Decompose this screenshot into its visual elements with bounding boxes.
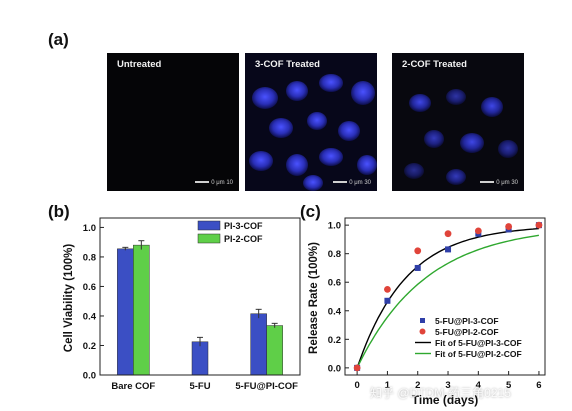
bar (250, 313, 267, 376)
data-point (474, 227, 482, 235)
legend-marker (419, 328, 426, 335)
y-tick-label: 0.0 (328, 363, 341, 374)
bar (266, 325, 283, 376)
y-tick-label: 0.4 (328, 306, 342, 317)
x-tick-label: 6 (536, 380, 541, 391)
y-tick-label: 1.0 (328, 221, 341, 232)
legend: PI-3-COF PI-2-COF (197, 220, 263, 244)
y-tick-label: 1.0 (83, 223, 96, 234)
legend-label: PI-2-COF (224, 234, 263, 244)
legend-label: PI-3-COF (224, 221, 263, 231)
x-tick-label: 5 (506, 380, 512, 391)
data-point (414, 264, 421, 271)
cell-nuclei-image (404, 89, 518, 185)
data-point (445, 246, 452, 253)
data-point (384, 285, 391, 293)
legend-label: 5-FU@PI-3-COF (435, 316, 499, 326)
y-tick-label: 0.8 (83, 252, 96, 263)
micrograph-caption: 3-COF Treated (255, 59, 320, 70)
micrograph-untreated: Untreated 0 μm 10 (107, 53, 239, 191)
y-tick-label: 0.8 (328, 249, 341, 260)
bar (191, 341, 209, 376)
x-tick-label: 0 (354, 380, 359, 391)
x-tick-label: 1 (385, 380, 391, 391)
y-tick-label: 0.6 (328, 278, 341, 289)
x-tick-label: 5-FU@PI-COF (235, 381, 298, 392)
y-tick-label: 0.2 (83, 341, 96, 352)
panel-label-b: (b) (48, 202, 70, 221)
legend-marker (420, 318, 425, 323)
scale-bar: 0 μm 30 (333, 180, 371, 186)
micrograph-caption: 2-COF Treated (402, 59, 467, 70)
legend-swatch (197, 233, 221, 244)
x-axis: Bare COF 5-FU 5-FU@PI-COF (111, 381, 298, 392)
y-axis: 0.0 0.2 0.4 0.6 0.8 1.0 (83, 223, 104, 382)
legend-label: Fit of 5-FU@PI-3-COF (435, 338, 522, 348)
y-tick-label: 0.2 (328, 335, 341, 346)
scale-bar: 0 μm 30 (480, 180, 518, 186)
panel-label-c: (c) (300, 202, 321, 221)
legend-swatch (197, 220, 221, 231)
data-point (384, 297, 391, 304)
plot-frame (344, 217, 546, 376)
data-point (353, 364, 361, 372)
x-axis-label: Time (days) (412, 393, 478, 407)
micrograph-3cof-treated: 3-COF Treated 0 μm 30 (245, 53, 377, 191)
panel-label-a: (a) (48, 30, 69, 49)
bar (133, 244, 150, 376)
plot-frame (99, 217, 301, 376)
x-tick-label: Bare COF (111, 381, 155, 392)
scale-bar: 0 μm 10 (195, 180, 233, 186)
data-points (353, 221, 543, 372)
bars (117, 240, 283, 376)
x-tick-label: 2 (415, 380, 420, 391)
micrograph-caption: Untreated (117, 59, 162, 70)
axes: 0.0 0.2 0.4 0.6 0.8 1.0 0 1 2 3 4 5 6 (328, 221, 542, 391)
y-tick-label: 0.4 (83, 311, 97, 322)
cell-viability-bar-chart: 0.0 0.2 0.4 0.6 0.8 1.0 Bare COF 5-FU 5-FU@PI-C… (63, 217, 301, 392)
legend-label: 5-FU@PI-2-COF (435, 327, 499, 337)
watermark: 知乎 @DTDM-药三角0215 (370, 386, 511, 400)
fit-curve (356, 234, 540, 369)
x-tick-label: 4 (476, 380, 482, 391)
x-tick-label: 3 (445, 380, 450, 391)
y-axis-label: Release Rate (100%) (308, 242, 320, 354)
cell-nuclei-image (249, 74, 377, 191)
x-tick-label: 5-FU (189, 381, 210, 392)
data-point (505, 223, 513, 230)
y-tick-label: 0.6 (83, 282, 96, 293)
data-point (414, 247, 422, 255)
data-point (444, 230, 452, 238)
data-point (535, 221, 543, 229)
bar (117, 248, 134, 376)
y-axis-label: Cell Viability (100%) (63, 244, 75, 353)
legend-label: Fit of 5-FU@PI-2-COF (435, 349, 522, 359)
micrograph-2cof-treated: 2-COF Treated 0 μm 30 (392, 53, 524, 191)
release-rate-chart: 0.0 0.2 0.4 0.6 0.8 1.0 0 1 2 3 4 5 6 Release Rate (… (308, 217, 546, 407)
y-tick-label: 0.0 (83, 371, 96, 382)
